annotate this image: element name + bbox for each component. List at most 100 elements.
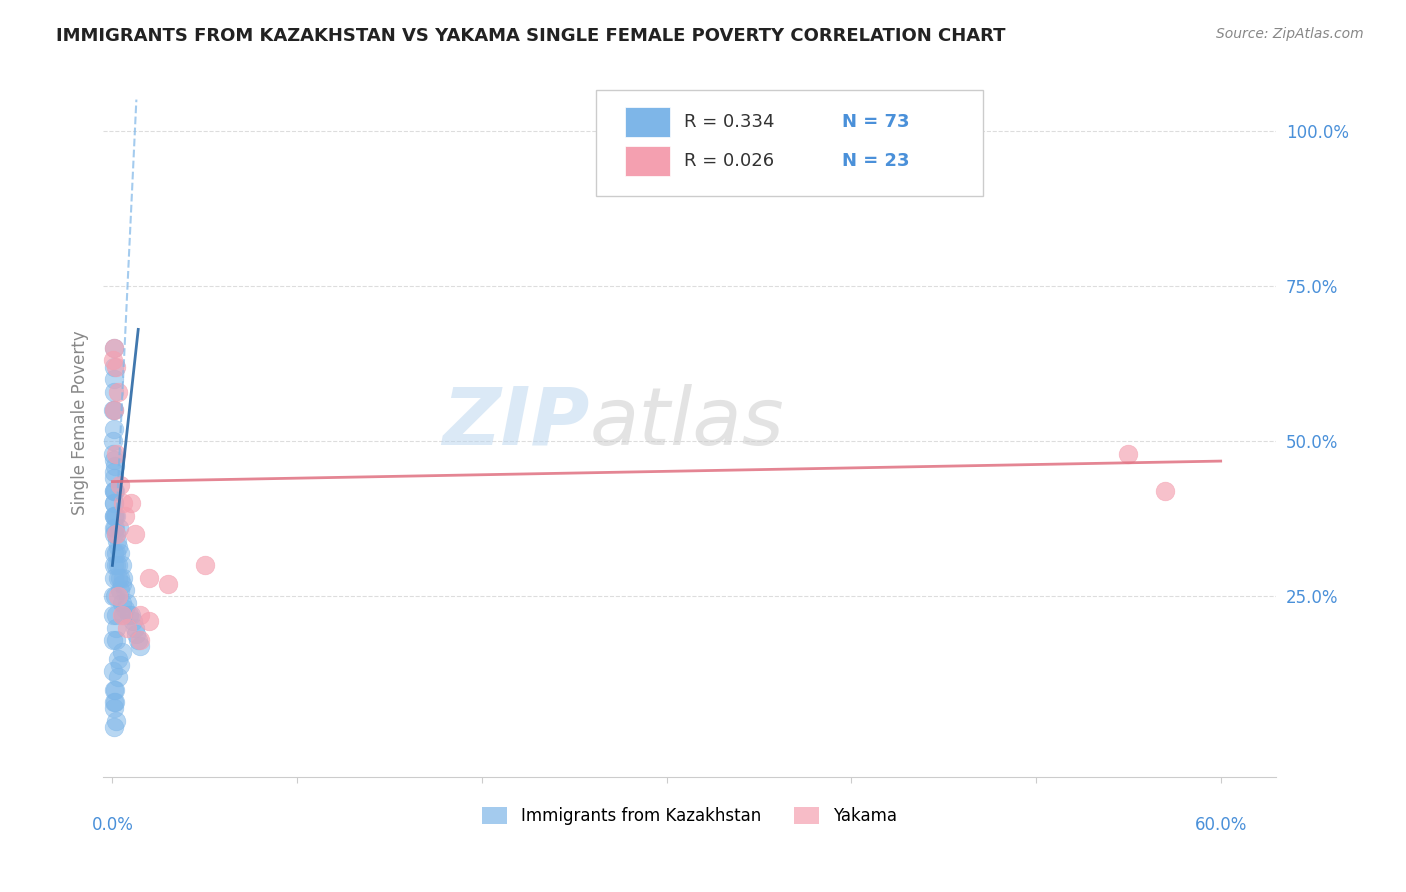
Point — [107, 670, 129, 684]
Point — [103, 483, 125, 498]
Point — [194, 558, 217, 573]
Point — [127, 632, 149, 647]
Point — [103, 403, 125, 417]
Text: R = 0.334: R = 0.334 — [683, 113, 775, 131]
Point — [103, 453, 125, 467]
Point — [108, 657, 131, 672]
Point — [103, 682, 125, 697]
Point — [120, 608, 142, 623]
Point — [107, 590, 129, 604]
Point — [105, 608, 128, 623]
Point — [110, 608, 132, 623]
Point — [121, 615, 143, 629]
Point — [124, 621, 146, 635]
Text: N = 23: N = 23 — [842, 153, 910, 170]
Point — [103, 496, 125, 510]
Point — [107, 540, 129, 554]
Point — [103, 353, 125, 368]
Text: atlas: atlas — [591, 384, 785, 461]
Point — [105, 359, 128, 374]
FancyBboxPatch shape — [626, 107, 669, 137]
Point — [120, 496, 142, 510]
Point — [108, 521, 131, 535]
Point — [103, 720, 125, 734]
Point — [107, 384, 129, 399]
Point — [104, 695, 127, 709]
Point — [103, 608, 125, 623]
Point — [129, 632, 152, 647]
Point — [110, 577, 132, 591]
Point — [104, 590, 127, 604]
Point — [105, 447, 128, 461]
Point — [105, 714, 128, 728]
Point — [108, 571, 131, 585]
Point — [103, 632, 125, 647]
Point — [105, 527, 128, 541]
Point — [107, 571, 129, 585]
Point — [103, 434, 125, 449]
Point — [103, 359, 125, 374]
Point — [103, 571, 125, 585]
Point — [103, 372, 125, 386]
Text: 0.0%: 0.0% — [91, 815, 134, 833]
Point — [103, 447, 125, 461]
Point — [138, 571, 160, 585]
Point — [112, 496, 135, 510]
Point — [103, 590, 125, 604]
Point — [103, 682, 125, 697]
Point — [105, 533, 128, 548]
Point — [105, 632, 128, 647]
Point — [110, 645, 132, 659]
Point — [103, 465, 125, 479]
Point — [125, 626, 148, 640]
Legend: Immigrants from Kazakhstan, Yakama: Immigrants from Kazakhstan, Yakama — [475, 800, 904, 832]
Point — [103, 521, 125, 535]
Point — [103, 471, 125, 485]
Point — [105, 508, 128, 523]
Point — [104, 508, 127, 523]
Y-axis label: Single Female Poverty: Single Female Poverty — [72, 330, 89, 515]
Point — [103, 496, 125, 510]
Point — [105, 621, 128, 635]
Point — [105, 527, 128, 541]
Point — [103, 508, 125, 523]
Point — [103, 403, 125, 417]
Point — [1118, 447, 1140, 461]
Point — [114, 583, 136, 598]
Text: 60.0%: 60.0% — [1195, 815, 1247, 833]
Point — [103, 422, 125, 436]
Point — [129, 608, 152, 623]
Point — [115, 596, 138, 610]
Point — [103, 508, 125, 523]
Point — [103, 384, 125, 399]
Point — [103, 341, 125, 355]
Text: ZIP: ZIP — [443, 384, 591, 461]
Point — [103, 695, 125, 709]
Point — [103, 664, 125, 678]
Point — [129, 639, 152, 653]
Point — [104, 483, 127, 498]
Text: R = 0.026: R = 0.026 — [683, 153, 773, 170]
Point — [105, 558, 128, 573]
Point — [103, 701, 125, 715]
FancyBboxPatch shape — [626, 146, 669, 176]
Point — [103, 546, 125, 560]
Point — [115, 621, 138, 635]
Point — [114, 602, 136, 616]
Point — [103, 521, 125, 535]
Point — [103, 341, 125, 355]
Point — [124, 527, 146, 541]
Point — [118, 608, 141, 623]
Point — [1154, 483, 1177, 498]
Point — [156, 577, 179, 591]
Point — [112, 571, 135, 585]
Point — [108, 477, 131, 491]
Point — [107, 651, 129, 665]
Point — [103, 403, 125, 417]
Point — [112, 608, 135, 623]
Text: Source: ZipAtlas.com: Source: ZipAtlas.com — [1216, 27, 1364, 41]
Point — [138, 615, 160, 629]
Point — [103, 558, 125, 573]
Point — [110, 596, 132, 610]
Point — [108, 583, 131, 598]
